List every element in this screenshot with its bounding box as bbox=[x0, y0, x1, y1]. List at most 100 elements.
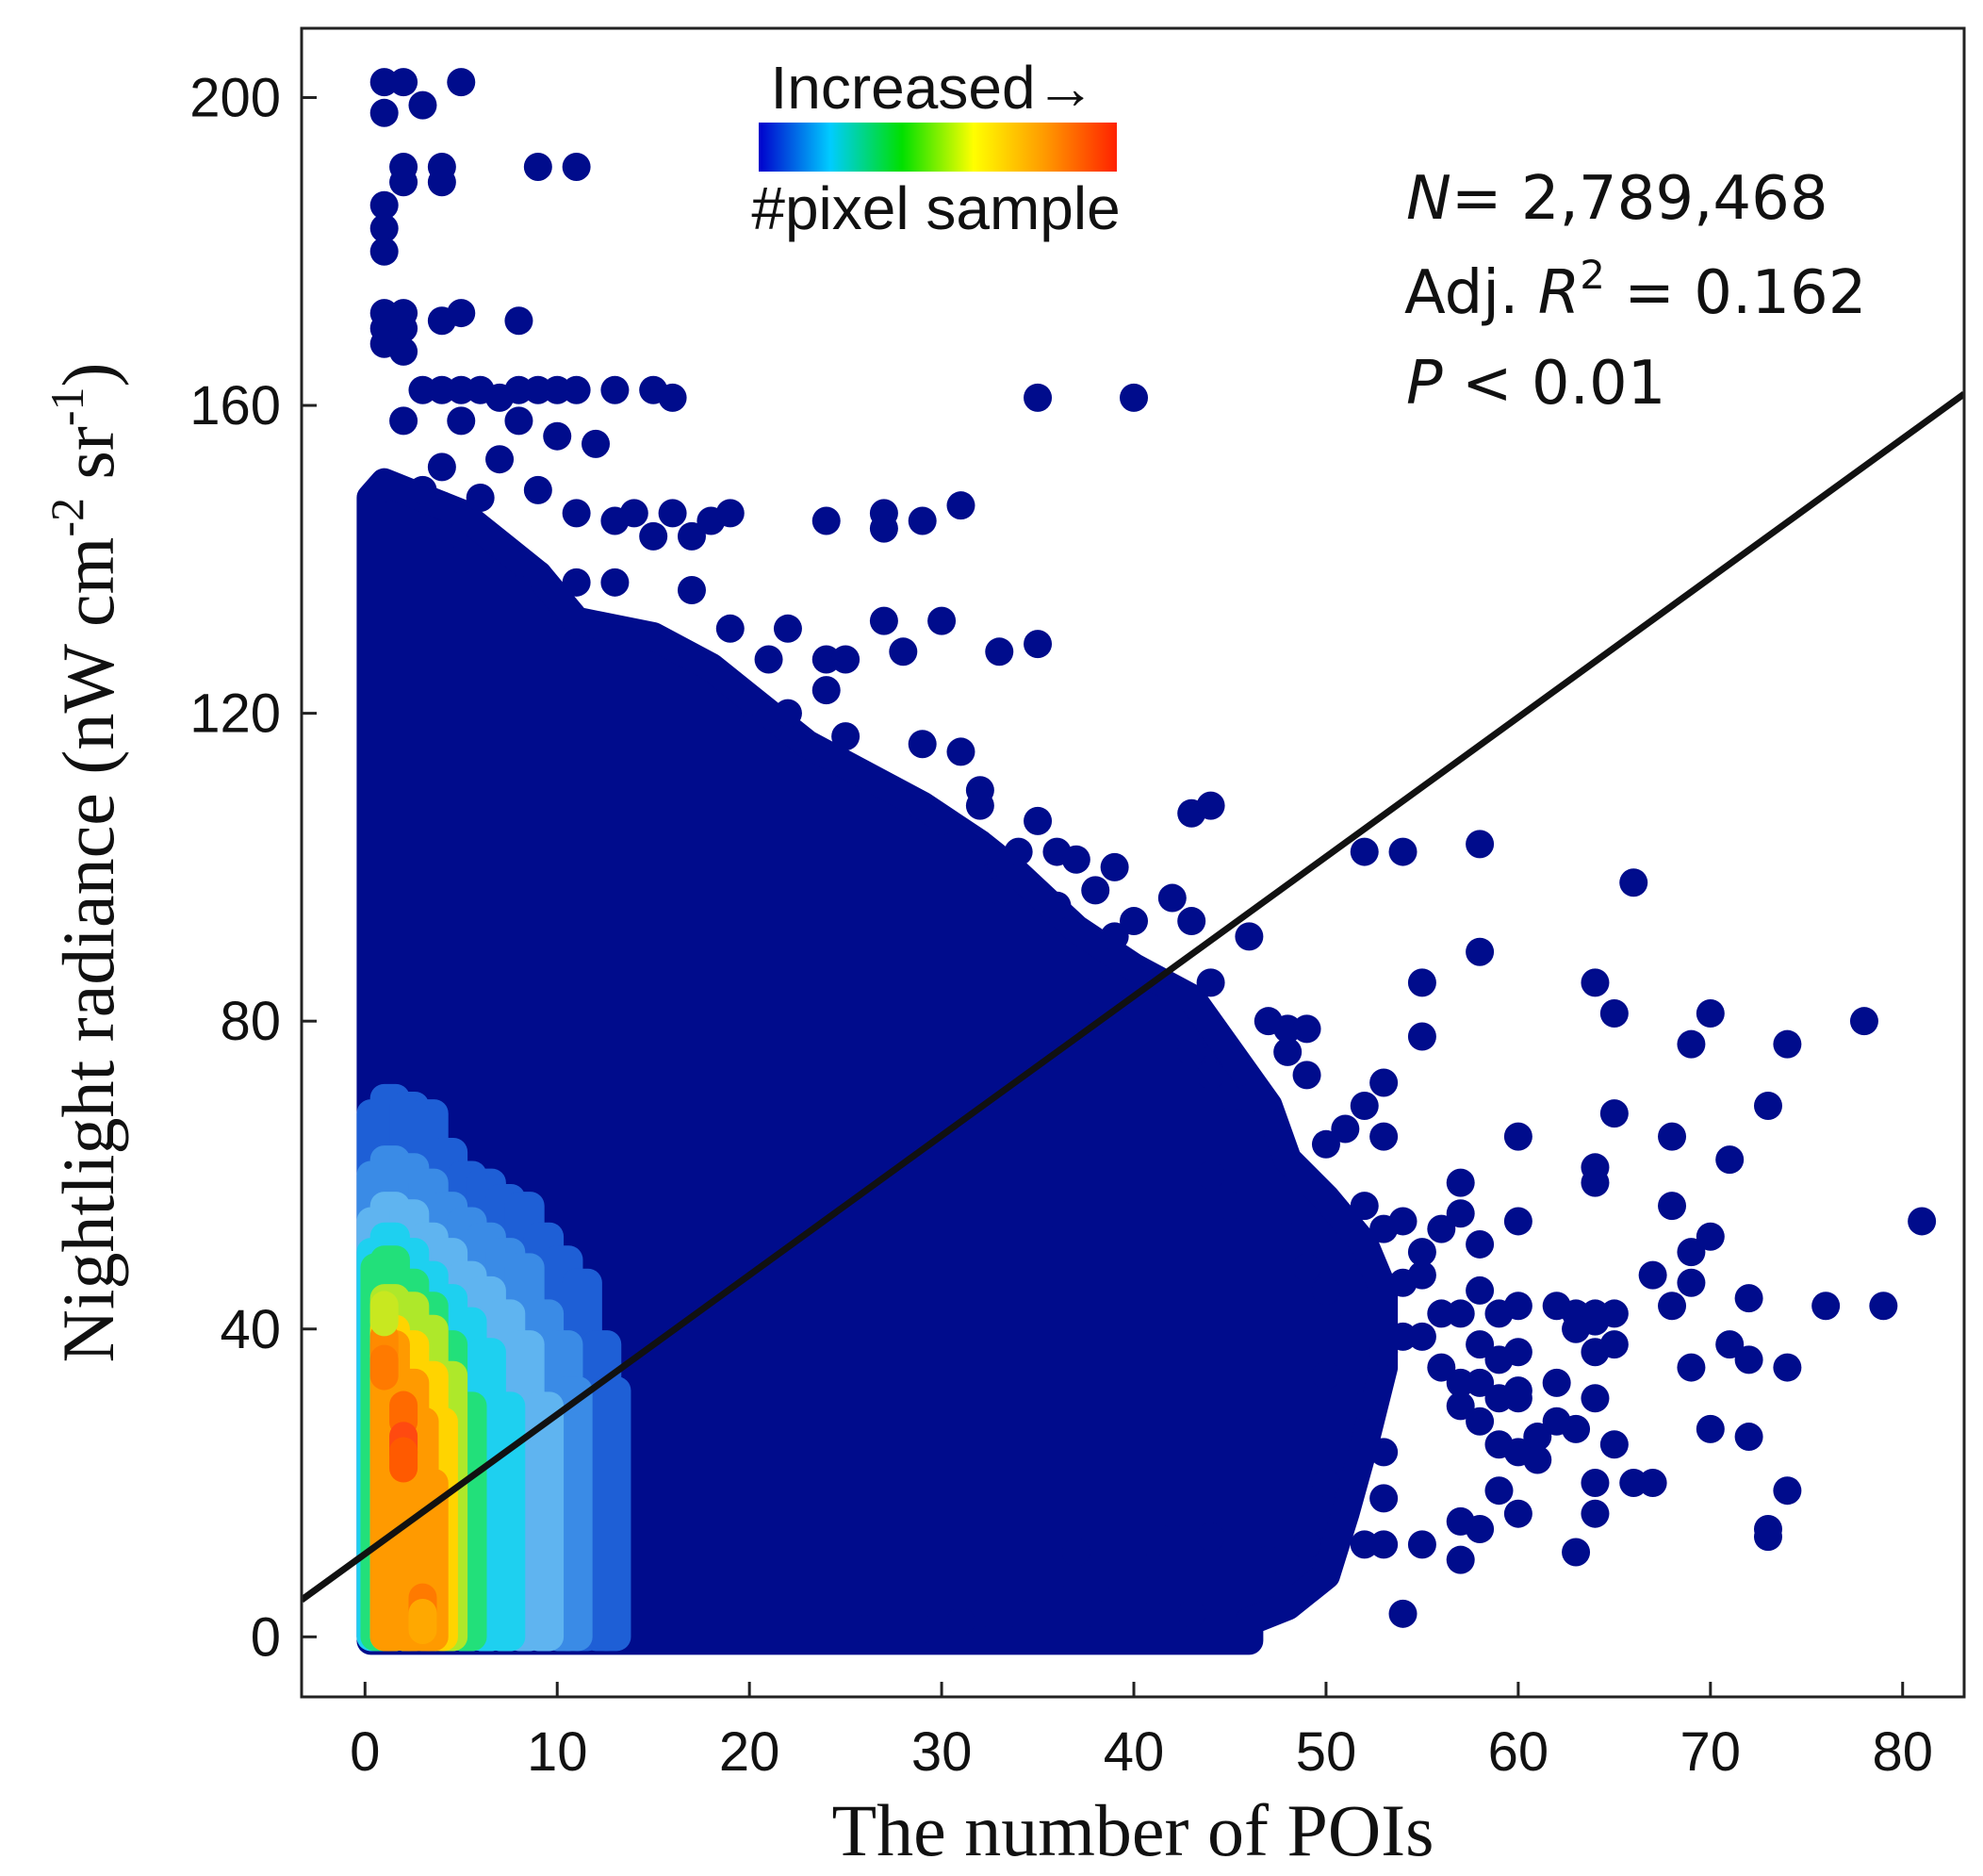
scatter-point bbox=[1523, 1423, 1552, 1452]
scatter-point bbox=[1196, 1160, 1225, 1190]
scatter-point bbox=[1581, 1469, 1610, 1498]
scatter-point bbox=[1562, 1314, 1591, 1343]
scatter-point bbox=[773, 614, 802, 643]
x-tick-label: 40 bbox=[1104, 1721, 1165, 1783]
density-column bbox=[485, 1391, 526, 1652]
scatter-point bbox=[811, 506, 841, 535]
scatter-point bbox=[1273, 1222, 1303, 1251]
scatter-point bbox=[1599, 999, 1629, 1029]
scatter-point bbox=[1466, 830, 1495, 859]
scatter-point bbox=[1542, 1407, 1571, 1436]
scatter-point bbox=[504, 406, 533, 436]
scatter-point bbox=[1042, 891, 1072, 920]
stats-annotation: N= 2,789,468 Adj. R2 = 0.162 P < 0.01 bbox=[1404, 164, 1866, 419]
scatter-point bbox=[1273, 1491, 1303, 1521]
scatter-point bbox=[1004, 1599, 1033, 1628]
scatter-point bbox=[1369, 1068, 1399, 1097]
scatter-point bbox=[1157, 1499, 1187, 1528]
hot-spot-point bbox=[389, 1437, 418, 1483]
scatter-point bbox=[1503, 1499, 1532, 1528]
scatter-point bbox=[1734, 1345, 1763, 1374]
scatter-point bbox=[850, 1615, 879, 1644]
scatter-point bbox=[389, 406, 418, 436]
legend-colorbar bbox=[759, 123, 1117, 172]
scatter-point bbox=[427, 168, 456, 197]
hot-spot-point bbox=[369, 1344, 399, 1391]
scatter-point bbox=[946, 491, 975, 520]
scatter-point bbox=[889, 815, 918, 844]
scatter-point bbox=[1658, 1122, 1687, 1151]
scatter-point bbox=[1350, 1530, 1379, 1559]
scatter-point bbox=[1696, 1414, 1725, 1443]
scatter-point bbox=[1466, 937, 1495, 966]
scatter-point bbox=[369, 98, 399, 127]
scatter-point bbox=[1677, 1268, 1706, 1297]
scatter-point bbox=[1331, 1314, 1360, 1343]
scatter-point bbox=[1446, 1168, 1475, 1197]
scatter-point bbox=[1388, 837, 1418, 866]
scatter-point bbox=[658, 383, 687, 412]
stat-n: N= 2,789,468 bbox=[1406, 164, 1828, 234]
scatter-point bbox=[889, 637, 918, 666]
scatter-point bbox=[1753, 1522, 1782, 1552]
scatter-point bbox=[1024, 630, 1053, 659]
scatter-point bbox=[1658, 1192, 1687, 1221]
scatter-point bbox=[1254, 1545, 1283, 1574]
scatter-point bbox=[447, 406, 476, 436]
scatter-point bbox=[1446, 1199, 1475, 1228]
scatter-point bbox=[985, 876, 1014, 905]
scatter-point bbox=[1484, 1476, 1514, 1506]
scatter-point bbox=[715, 614, 745, 643]
x-tick-label: 70 bbox=[1680, 1721, 1742, 1783]
legend-bottom-label: #pixel sample bbox=[751, 174, 1120, 242]
scatter-point bbox=[1562, 1538, 1591, 1567]
scatter-point bbox=[619, 499, 648, 528]
scatter-point bbox=[1773, 1476, 1802, 1506]
x-axis-title: The number of POIs bbox=[831, 1789, 1434, 1871]
scatter-point bbox=[600, 568, 630, 597]
scatter-point bbox=[1446, 1299, 1475, 1328]
x-tick-label: 50 bbox=[1296, 1721, 1357, 1783]
scatter-point bbox=[1466, 1330, 1495, 1359]
scatter-point bbox=[754, 645, 783, 674]
scatter-point bbox=[427, 491, 456, 520]
scatter-point bbox=[1157, 983, 1187, 1012]
scatter-point bbox=[1388, 1599, 1418, 1628]
scatter-point bbox=[1196, 968, 1225, 997]
scatter-point bbox=[1503, 1207, 1532, 1236]
scatter-point bbox=[965, 791, 994, 820]
dense-scatter-region bbox=[356, 468, 1399, 1655]
scatter-point bbox=[389, 168, 418, 197]
scatter-point bbox=[1581, 968, 1610, 997]
scatter-point bbox=[677, 575, 706, 604]
scatter-point bbox=[1292, 1253, 1321, 1282]
legend-top-label: Increased→ bbox=[770, 54, 1095, 122]
scatter-point bbox=[408, 91, 437, 120]
y-tick-label: 40 bbox=[220, 1299, 281, 1360]
scatter-point bbox=[1734, 1284, 1763, 1313]
scatter-point bbox=[985, 637, 1014, 666]
scatter-point bbox=[504, 575, 533, 604]
scatter-point bbox=[677, 521, 706, 551]
scatter-point bbox=[600, 375, 630, 404]
regression-line bbox=[302, 390, 1964, 1603]
scatter-point bbox=[1311, 1360, 1340, 1390]
scatter-point bbox=[869, 606, 898, 635]
scatter-point bbox=[562, 375, 591, 404]
x-tick-label: 20 bbox=[719, 1721, 780, 1783]
scatter-point bbox=[1715, 1330, 1745, 1359]
scatter-point bbox=[389, 68, 418, 97]
scatter-point bbox=[1139, 1553, 1168, 1582]
scatter-point bbox=[1599, 1330, 1629, 1359]
scatter-point bbox=[1292, 1530, 1321, 1559]
scatter-point bbox=[1024, 383, 1053, 412]
hot-spots bbox=[369, 1291, 437, 1644]
y-tick-label: 0 bbox=[251, 1606, 281, 1668]
scatter-point bbox=[1081, 1153, 1110, 1182]
scatter-point bbox=[869, 514, 898, 543]
scatter-point bbox=[1177, 1037, 1206, 1066]
scatter-point bbox=[1773, 1353, 1802, 1382]
scatter-point bbox=[1254, 1107, 1283, 1136]
scatter-point bbox=[1215, 1107, 1244, 1136]
scatter-point bbox=[447, 68, 476, 97]
